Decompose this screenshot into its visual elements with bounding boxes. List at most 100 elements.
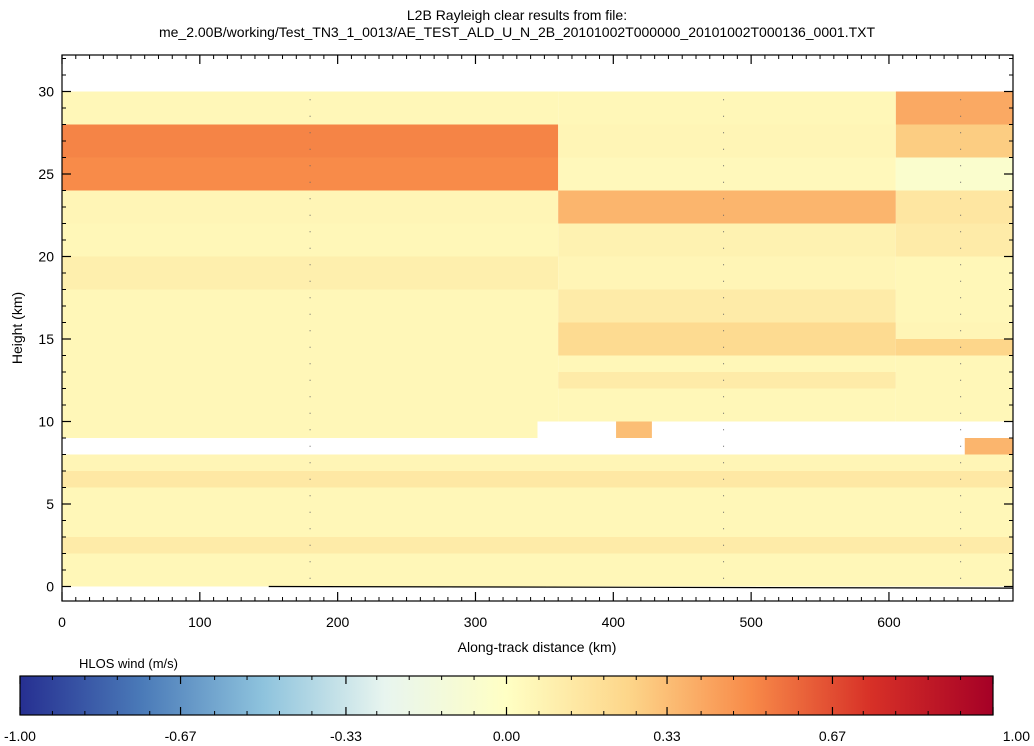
colorbar-tick-label: 1.00 bbox=[1003, 728, 1030, 744]
profile-dot bbox=[309, 198, 311, 200]
profile-dot bbox=[960, 577, 962, 579]
heatmap-cell-36 bbox=[895, 322, 1013, 339]
profile-dot bbox=[960, 247, 962, 249]
x-tick-label: 400 bbox=[602, 614, 626, 630]
heatmap-cell-39 bbox=[964, 438, 1013, 455]
profile-dot bbox=[960, 132, 962, 134]
profile-dot bbox=[723, 346, 725, 348]
profile-dot bbox=[960, 231, 962, 233]
profile-dot bbox=[723, 165, 725, 167]
profile-dot bbox=[723, 181, 725, 183]
profile-dot bbox=[723, 214, 725, 216]
colorbar-ticks: -1.00 -0.67 -0.33 0.00 0.33 0.67 1.00 bbox=[4, 676, 1030, 744]
colorbar-tick-label: -0.33 bbox=[330, 728, 362, 744]
profile-dot bbox=[723, 528, 725, 530]
profile-dots bbox=[309, 99, 962, 579]
profile-dot bbox=[723, 544, 725, 546]
heatmap-cell-27 bbox=[558, 388, 896, 422]
profile-dot bbox=[960, 462, 962, 464]
heatmap-cell-3 bbox=[62, 190, 559, 224]
heatmap-cell-10 bbox=[62, 421, 538, 438]
profile-dot bbox=[723, 412, 725, 414]
chart-title-line-2: me_2.00B/working/Test_TN3_1_0013/AE_TEST… bbox=[159, 24, 876, 40]
profile-dot bbox=[960, 214, 962, 216]
heatmap-cell-31 bbox=[895, 157, 1013, 191]
profile-dot bbox=[960, 165, 962, 167]
profile-dot bbox=[960, 280, 962, 282]
profile-dot bbox=[309, 297, 311, 299]
profile-dot bbox=[960, 363, 962, 365]
heatmap-cell-19 bbox=[558, 157, 896, 191]
profile-dot bbox=[309, 346, 311, 348]
ground-line bbox=[268, 585, 1014, 589]
profile-dot bbox=[960, 495, 962, 497]
y-tick-label: 20 bbox=[38, 249, 54, 265]
heatmap-cell-34 bbox=[895, 256, 1013, 290]
heatmap-cell-13 bbox=[62, 487, 1013, 521]
profile-dot bbox=[309, 412, 311, 414]
y-tick-label: 25 bbox=[38, 166, 54, 182]
x-axis-ticks: 0 100 200 300 400 500 600 bbox=[58, 55, 1000, 630]
y-tick-label: 10 bbox=[38, 414, 54, 430]
profile-dot bbox=[960, 528, 962, 530]
heatmap-cell-5 bbox=[62, 256, 559, 290]
profile-dot bbox=[309, 231, 311, 233]
profile-dot bbox=[960, 412, 962, 414]
profile-dot bbox=[309, 214, 311, 216]
profile-dot bbox=[309, 280, 311, 282]
profile-dot bbox=[723, 198, 725, 200]
profile-dot bbox=[960, 198, 962, 200]
heatmap-cell-25 bbox=[558, 355, 896, 372]
profile-dot bbox=[960, 313, 962, 315]
x-tick-label: 600 bbox=[877, 614, 901, 630]
heatmap-cell-16 bbox=[62, 553, 1013, 587]
profile-dot bbox=[309, 330, 311, 332]
profile-dot bbox=[309, 429, 311, 431]
heatmap-cell-38 bbox=[895, 355, 1013, 422]
heatmap-cell-33 bbox=[895, 223, 1013, 257]
y-tick-label: 30 bbox=[38, 84, 54, 100]
profile-dot bbox=[309, 148, 311, 150]
heatmap-cells bbox=[62, 91, 1013, 587]
heatmap-cell-35 bbox=[895, 289, 1013, 323]
profile-dot bbox=[960, 561, 962, 563]
heatmap-cell-12 bbox=[62, 471, 1013, 488]
colorbar-tick-label: 0.67 bbox=[819, 728, 846, 744]
profile-dot bbox=[309, 132, 311, 134]
profile-dot bbox=[309, 561, 311, 563]
profile-dot bbox=[723, 297, 725, 299]
profile-dot bbox=[960, 511, 962, 513]
profile-dot bbox=[960, 148, 962, 150]
profile-dot bbox=[723, 99, 725, 101]
profile-dot bbox=[723, 561, 725, 563]
profile-dot bbox=[723, 247, 725, 249]
colorbar-tick-label: -1.00 bbox=[4, 728, 36, 744]
y-tick-label: 15 bbox=[38, 331, 54, 347]
colorbar-tick-label: 0.00 bbox=[493, 728, 520, 744]
heatmap-cell-18 bbox=[558, 124, 896, 158]
profile-dot bbox=[309, 115, 311, 117]
y-axis-ticks: 0 5 10 15 20 25 30 bbox=[38, 58, 1013, 595]
profile-dot bbox=[309, 544, 311, 546]
profile-dot bbox=[960, 544, 962, 546]
y-tick-label: 0 bbox=[46, 579, 54, 595]
colorbar-label: HLOS wind (m/s) bbox=[79, 656, 178, 671]
profile-dot bbox=[960, 181, 962, 183]
profile-dot bbox=[309, 478, 311, 480]
heatmap-cell-9 bbox=[62, 388, 559, 422]
profile-dot bbox=[960, 330, 962, 332]
profile-dot bbox=[723, 231, 725, 233]
heatmap-cell-15 bbox=[62, 537, 1013, 554]
profile-dot bbox=[960, 99, 962, 101]
heatmap-cell-11 bbox=[62, 454, 1013, 471]
profile-dot bbox=[309, 462, 311, 464]
profile-dot bbox=[960, 346, 962, 348]
heatmap-cell-23 bbox=[558, 289, 896, 323]
profile-dot bbox=[723, 115, 725, 117]
heatmap-cell-17 bbox=[558, 91, 896, 125]
heatmap-cell-24 bbox=[558, 322, 896, 356]
y-axis-label: Height (km) bbox=[9, 292, 25, 364]
profile-dot bbox=[723, 148, 725, 150]
heatmap-cell-7 bbox=[62, 322, 559, 356]
